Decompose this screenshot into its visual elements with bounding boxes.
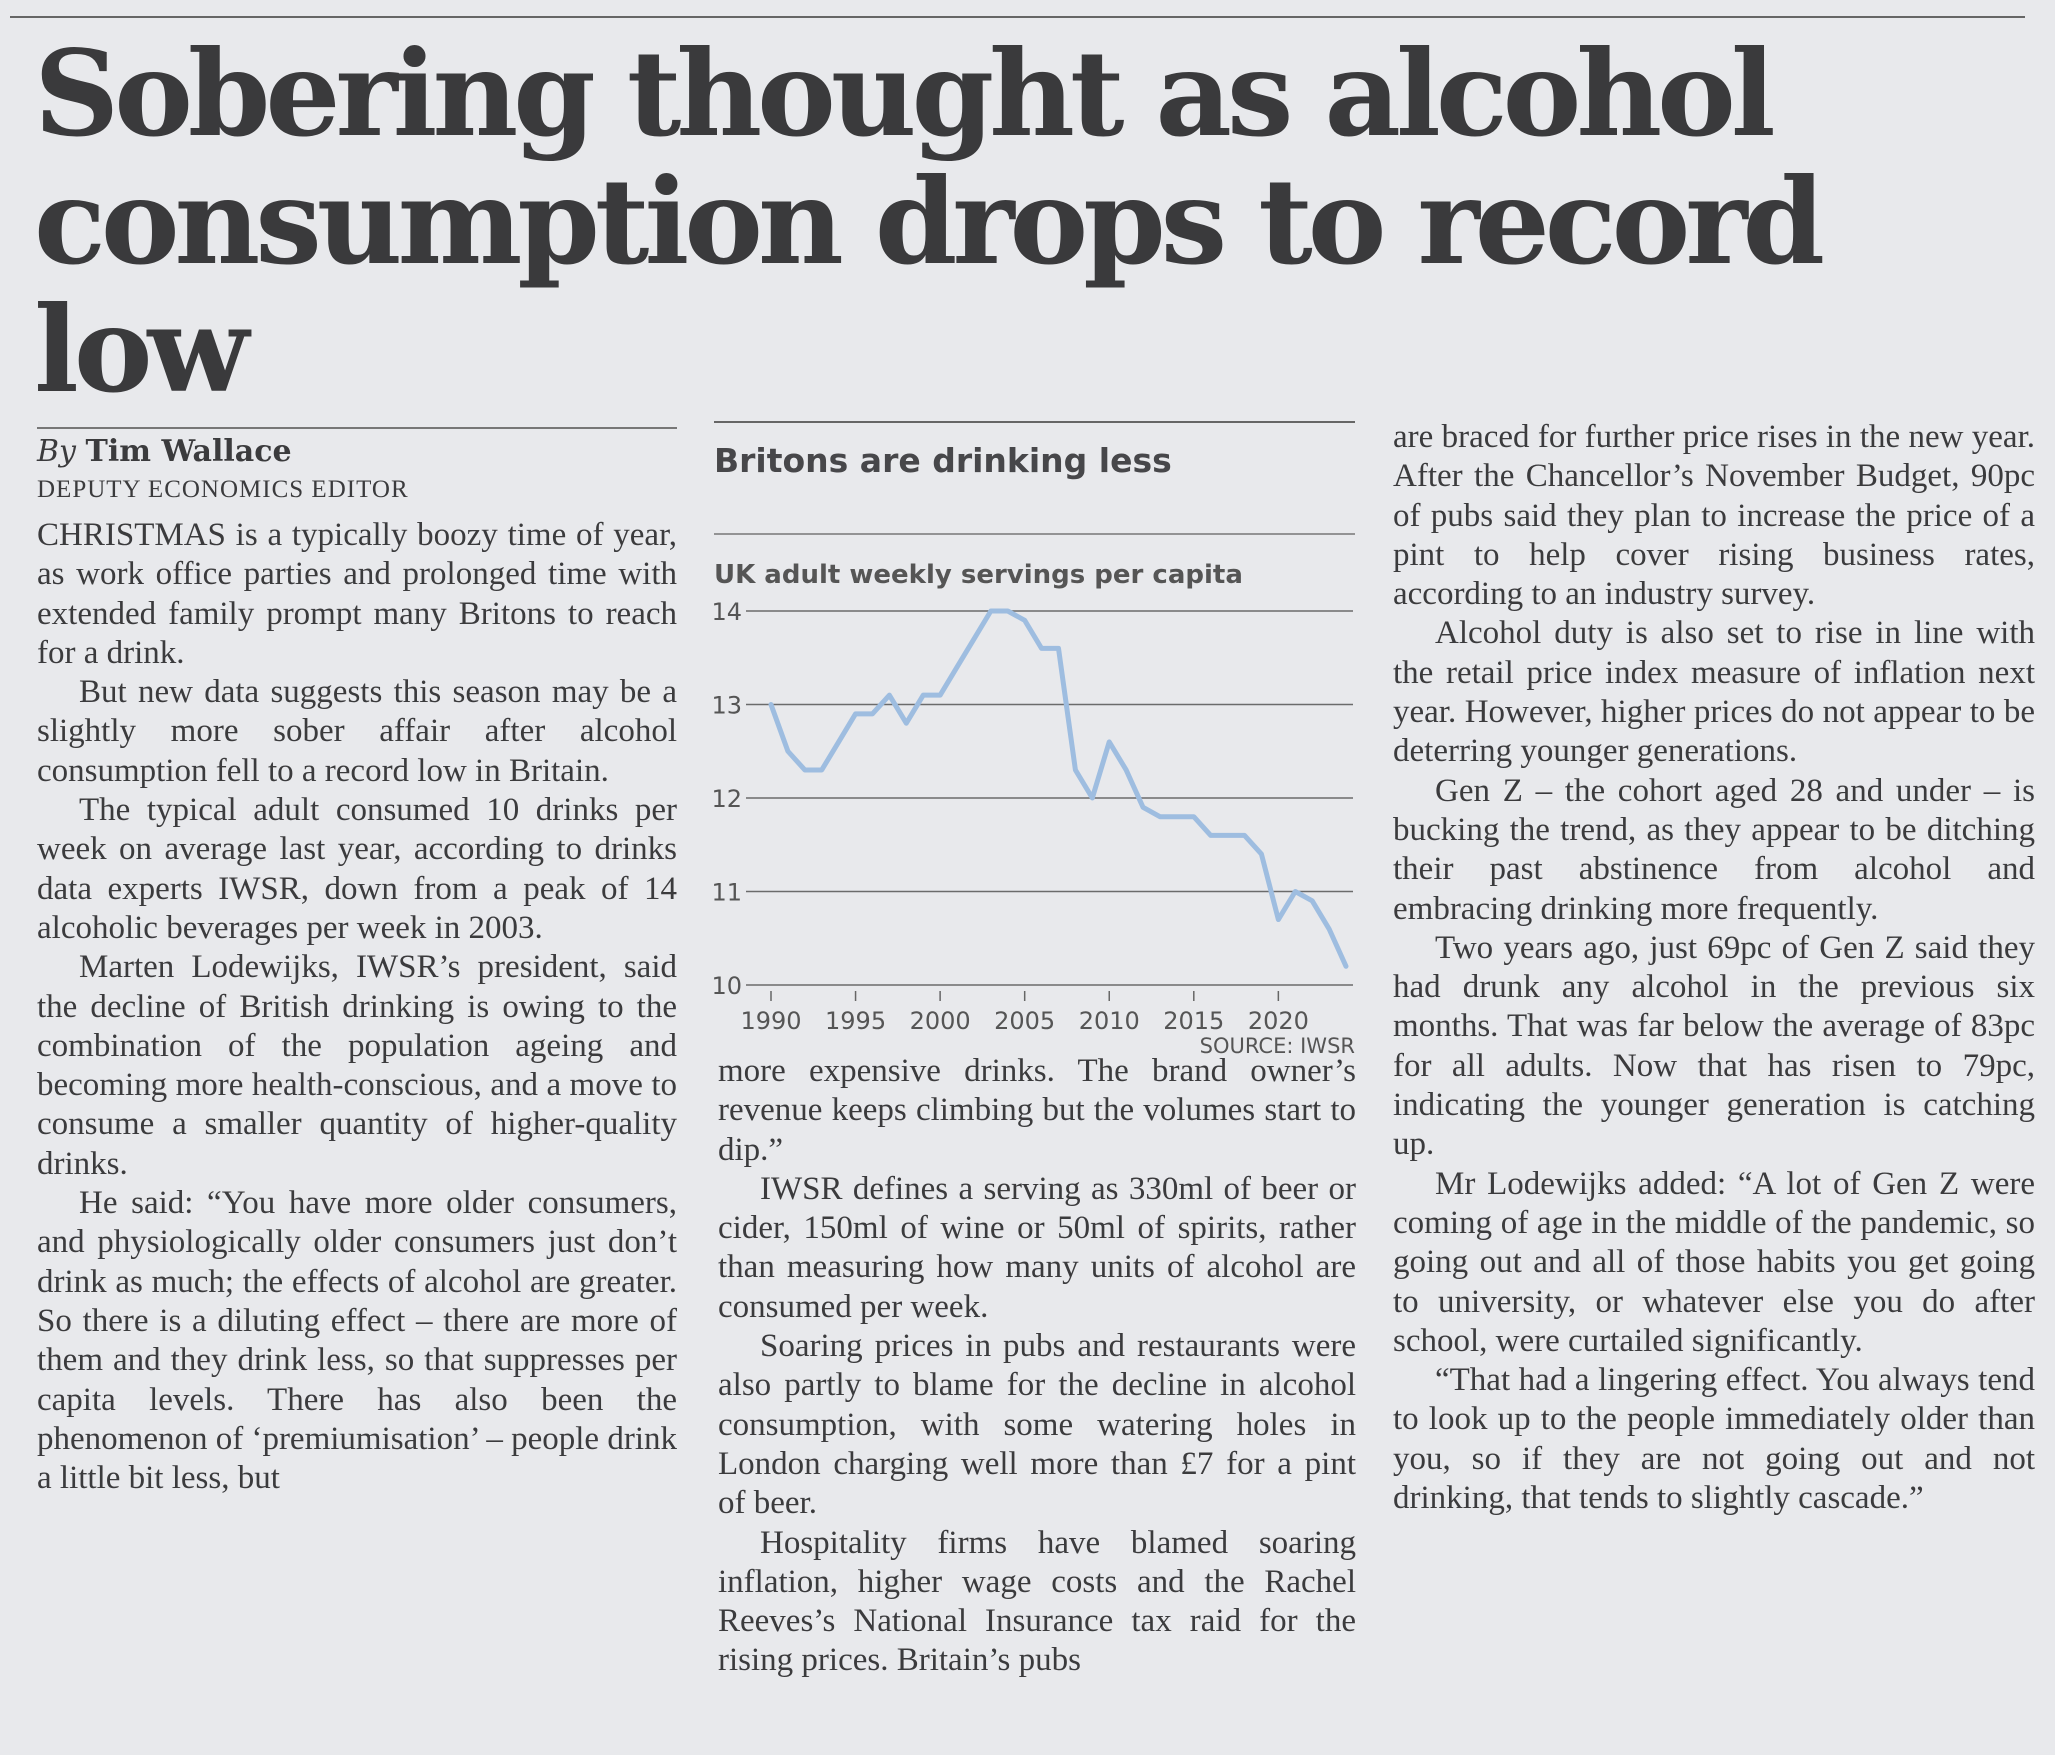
paragraph: more expensive drinks. The brand owner’s… (718, 1053, 1356, 1168)
chart-title: Britons are drinking less (714, 441, 1172, 480)
right-column: are braced for further price rises in th… (1393, 418, 2035, 1518)
paragraph: Alcohol duty is also set to rise in line… (1393, 615, 2035, 770)
y-tick-label: 10 (711, 972, 742, 1000)
series-line (768, 608, 1349, 969)
x-tick-label: 2000 (910, 1007, 971, 1035)
paragraph: are braced for further price rises in th… (1393, 419, 2035, 613)
paragraph: CHRISTMAS is a typically boozy time of y… (37, 517, 677, 671)
chart-y-label: UK adult weekly servings per capita (714, 560, 1243, 590)
byline-by: By (37, 434, 76, 469)
headline-line-1: Sobering thought as alcohol (34, 24, 1776, 163)
paragraph: Hospitality firms have blamed soaring in… (718, 1524, 1356, 1679)
column-rule (37, 427, 677, 429)
paragraph: IWSR defines a serving as 330ml of beer … (718, 1170, 1356, 1325)
paragraph: The typical adult consumed 10 drinks per… (37, 792, 677, 946)
author-role: DEPUTY ECONOMICS EDITOR (37, 476, 409, 503)
paragraph: But new data suggests this season may be… (37, 674, 677, 789)
x-tick-label: 2020 (1248, 1007, 1309, 1035)
x-tick-label: 1990 (740, 1007, 801, 1035)
paragraph: Two years ago, just 69pc of Gen Z said t… (1393, 929, 2035, 1163)
x-tick-label: 1995 (825, 1007, 886, 1035)
chart-source: SOURCE: IWSR (1200, 1034, 1355, 1058)
paragraph: Gen Z – the cohort aged 28 and under – i… (1393, 772, 2035, 927)
y-tick-label: 12 (711, 785, 742, 813)
left-column: By Tim Wallace DEPUTY ECONOMICS EDITOR C… (37, 432, 677, 1498)
paragraph: Mr Lodewijks added: “A lot of Gen Z were… (1393, 1165, 2035, 1359)
paragraph: He said: “You have more older consumers,… (37, 1185, 677, 1497)
x-tick-label: 2015 (1163, 1007, 1224, 1035)
middle-column: more expensive drinks. The brand owner’s… (718, 1052, 1356, 1681)
y-tick-label: 11 (711, 879, 742, 907)
line-chart: Britons are drinking less UK adult weekl… (711, 421, 1355, 1058)
paragraph: Marten Lodewijks, IWSR’s president, said… (37, 949, 677, 1182)
headline-line-2: consumption drops to record low (34, 152, 1825, 419)
paragraph: Soaring prices in pubs and restaurants w… (718, 1328, 1356, 1522)
top-rule (10, 16, 2025, 18)
headline: Sobering thought as alcohol consumption … (34, 30, 2034, 414)
paragraph: “That had a lingering effect. You always… (1393, 1362, 2035, 1517)
byline: By Tim Wallace (37, 432, 677, 472)
y-tick-label: 14 (711, 598, 742, 626)
x-tick-label: 2010 (1079, 1007, 1140, 1035)
author-name: Tim Wallace (85, 434, 292, 469)
x-tick-label: 2005 (994, 1007, 1055, 1035)
y-tick-label: 13 (711, 692, 742, 720)
